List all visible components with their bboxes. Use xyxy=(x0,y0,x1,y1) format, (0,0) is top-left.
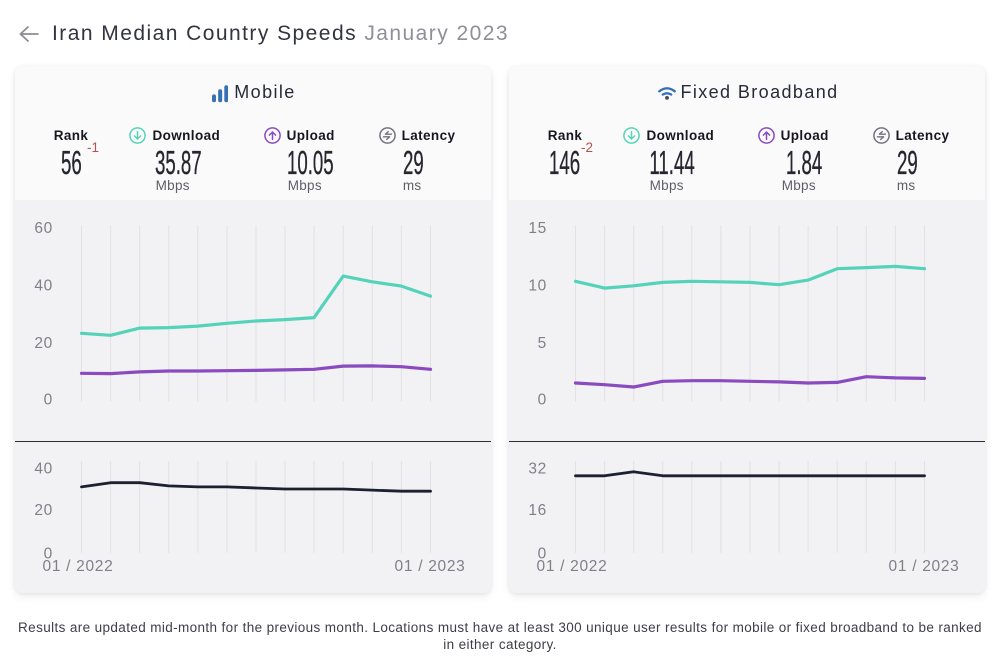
svg-text:40: 40 xyxy=(34,278,53,295)
svg-text:40: 40 xyxy=(34,460,53,477)
svg-text:0: 0 xyxy=(538,545,547,562)
svg-text:01 / 2023: 01 / 2023 xyxy=(889,558,960,575)
svg-text:01 / 2023: 01 / 2023 xyxy=(395,558,466,575)
svg-text:5: 5 xyxy=(538,335,547,352)
svg-text:20: 20 xyxy=(34,502,53,519)
svg-text:15: 15 xyxy=(528,220,547,237)
svg-text:0: 0 xyxy=(44,545,53,562)
svg-text:01 / 2022: 01 / 2022 xyxy=(537,558,608,575)
svg-text:01 / 2022: 01 / 2022 xyxy=(43,558,114,575)
svg-text:0: 0 xyxy=(44,392,53,409)
svg-text:60: 60 xyxy=(34,220,53,237)
svg-text:20: 20 xyxy=(34,335,53,352)
svg-text:10: 10 xyxy=(528,278,547,295)
svg-text:0: 0 xyxy=(538,392,547,409)
svg-text:16: 16 xyxy=(528,502,547,519)
svg-text:32: 32 xyxy=(528,460,547,477)
